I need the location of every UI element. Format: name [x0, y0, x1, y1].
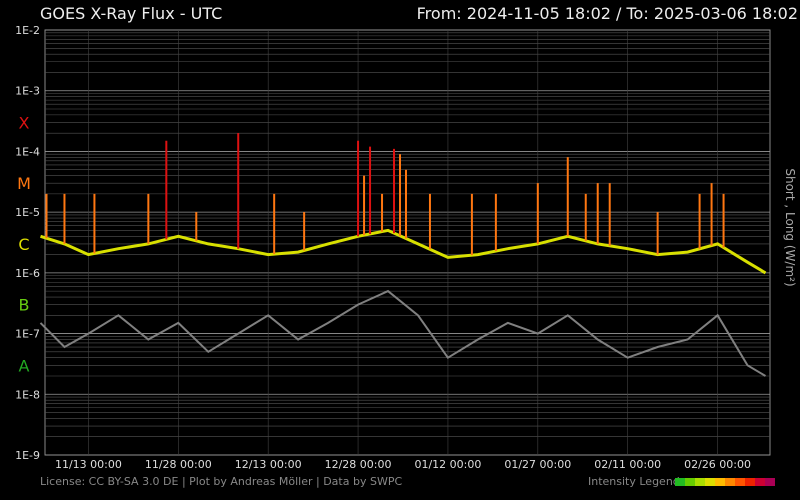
x-tick-label: 11/28 00:00 [145, 458, 212, 471]
series-line-short [39, 289, 767, 377]
legend-swatch-9 [765, 478, 775, 486]
y-tick-label: 1E-9 [15, 449, 40, 462]
y-tick-label: 1E-2 [15, 24, 40, 37]
x-tick-label: 01/27 00:00 [504, 458, 571, 471]
legend-swatch-5 [725, 478, 735, 486]
legend-swatch-0 [675, 478, 685, 486]
legend-swatch-1 [685, 478, 695, 486]
x-tick-label: 02/26 00:00 [684, 458, 751, 471]
chart-title: GOES X-Ray Flux - UTC [40, 4, 223, 23]
y-axis-label: Short , Long (W/m²) [783, 168, 797, 286]
x-tick-label: 02/11 00:00 [594, 458, 661, 471]
intensity-legend-label: Intensity Legend [588, 475, 680, 488]
flare-class-label-b: B [19, 296, 30, 315]
flare-class-label-c: C [18, 235, 29, 254]
x-tick-label: 12/13 00:00 [235, 458, 302, 471]
flare-class-label-m: M [17, 174, 31, 193]
y-tick-label: 1E-8 [15, 388, 40, 401]
license-footer: License: CC BY-SA 3.0 DE | Plot by Andre… [40, 475, 403, 488]
x-tick-label: 01/12 00:00 [414, 458, 481, 471]
legend-swatch-7 [745, 478, 755, 486]
y-tick-label: 1E-5 [15, 206, 40, 219]
legend-swatch-2 [695, 478, 705, 486]
legend-swatch-8 [755, 478, 765, 486]
y-tick-label: 1E-7 [15, 328, 40, 341]
series-line-long [40, 228, 767, 275]
x-tick-label: 12/28 00:00 [325, 458, 392, 471]
y-tick-label: 1E-3 [15, 85, 40, 98]
y-tick-label: 1E-6 [15, 267, 40, 280]
legend-swatch-3 [705, 478, 715, 486]
date-range: From: 2024-11-05 18:02 / To: 2025-03-06 … [416, 4, 798, 23]
plot-frame [44, 29, 771, 456]
flare-class-label-x: X [19, 113, 30, 132]
flare-class-label-a: A [19, 356, 30, 375]
legend-swatch-4 [715, 478, 725, 486]
y-tick-label: 1E-4 [15, 145, 40, 158]
x-tick-label: 11/13 00:00 [55, 458, 122, 471]
legend-swatch-6 [735, 478, 745, 486]
intensity-legend-bar [675, 478, 775, 486]
